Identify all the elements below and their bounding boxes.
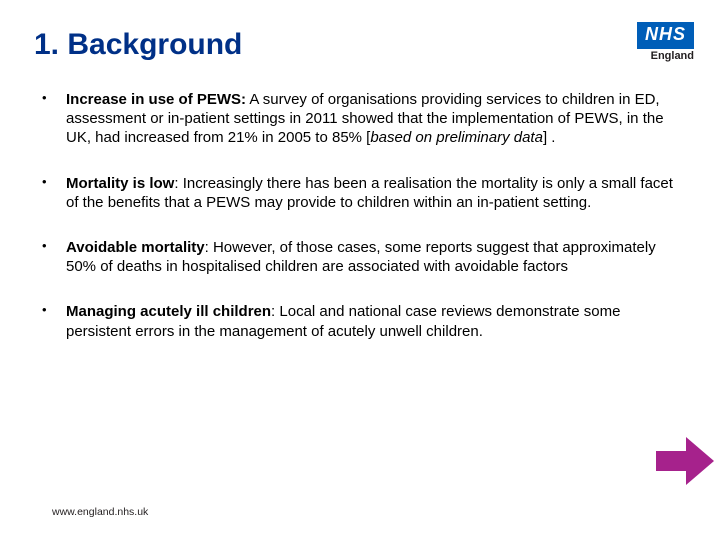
- footer-url: www.england.nhs.uk: [52, 506, 148, 518]
- slide: NHS England 1. Background Increase in us…: [0, 0, 720, 540]
- bullet-lead: Increase in use of PEWS:: [66, 91, 246, 108]
- list-item: Mortality is low: Increasingly there has…: [40, 174, 680, 212]
- bullet-lead: Mortality is low: [66, 175, 174, 192]
- bullet-lead: Managing acutely ill children: [66, 303, 271, 320]
- nhs-logo-subtext: England: [637, 50, 694, 62]
- nhs-logo-box: NHS: [637, 22, 694, 49]
- list-item: Increase in use of PEWS: A survey of org…: [40, 90, 680, 148]
- bullet-body-tail: ] .: [543, 129, 556, 146]
- bullet-italic: based on preliminary data: [370, 129, 543, 146]
- bullet-list: Increase in use of PEWS: A survey of org…: [34, 90, 686, 341]
- bullet-lead: Avoidable mortality: [66, 239, 205, 256]
- list-item: Managing acutely ill children: Local and…: [40, 302, 680, 340]
- arrow-right-icon: [656, 437, 714, 490]
- list-item: Avoidable mortality: However, of those c…: [40, 238, 680, 276]
- nhs-logo: NHS England: [637, 22, 694, 62]
- page-title: 1. Background: [34, 28, 686, 62]
